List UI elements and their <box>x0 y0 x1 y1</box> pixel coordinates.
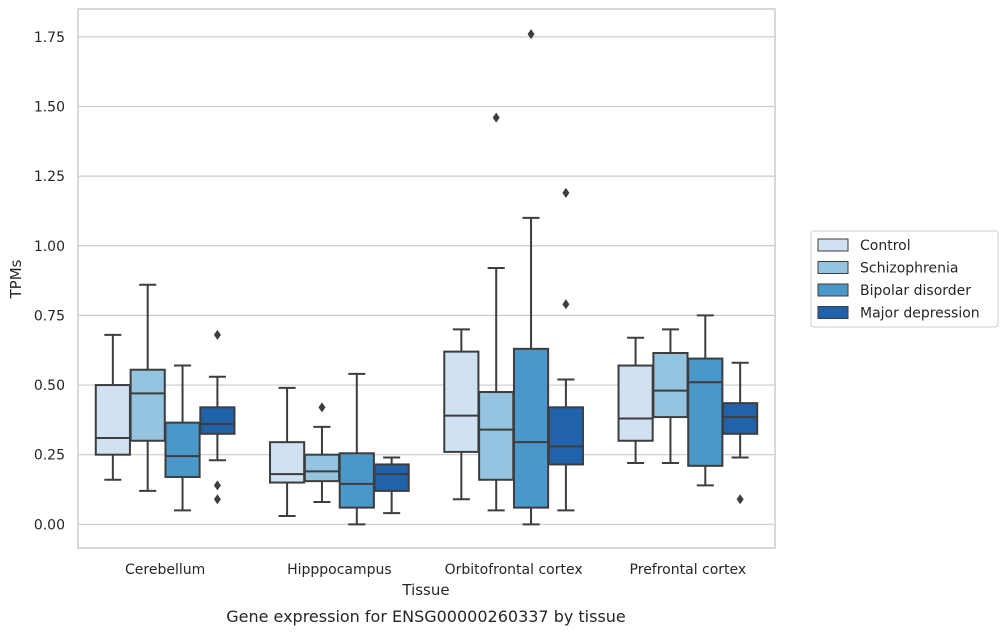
box-3-3 <box>722 361 759 505</box>
y-tick-label: 1.25 <box>34 169 65 185</box>
outlier-point <box>492 112 500 123</box>
iqr-box <box>338 452 375 509</box>
iqr-box <box>652 352 689 419</box>
outlier-point <box>562 299 570 310</box>
x-tick-labels: Cerebellum Hipppocampus Orbitofrontal cort… <box>125 562 746 578</box>
legend-item: Major depression <box>817 306 980 322</box>
y-tick-label: 0.25 <box>34 448 65 464</box>
y-tick-labels: 0.00 0.25 0.50 0.75 1.00 1.25 1.50 1.75 <box>34 30 65 533</box>
iqr-box <box>547 406 584 466</box>
x-tick-label: Prefrontal cortex <box>630 562 747 578</box>
box-0-3 <box>199 329 236 505</box>
outlier-point <box>736 494 744 505</box>
legend-swatch <box>817 306 849 319</box>
x-tick-label: Hipppocampus <box>287 562 392 578</box>
x-axis-label: Tissue <box>401 581 449 599</box>
outlier-point <box>213 494 221 505</box>
box-1-0 <box>269 386 306 517</box>
legend-item: Control <box>817 238 911 254</box>
legend-label: Schizophrenia <box>860 261 958 277</box>
y-tick-label: 1.75 <box>34 30 65 46</box>
x-tick-label: Cerebellum <box>125 562 205 578</box>
iqr-box <box>303 453 341 483</box>
iqr-box <box>617 364 654 442</box>
box-0-0 <box>94 333 131 481</box>
boxes <box>94 29 759 526</box>
box-1-3 <box>373 456 410 515</box>
plot-frame <box>77 8 776 549</box>
outlier-point <box>527 29 535 40</box>
outlier-point <box>213 329 221 340</box>
box-0-1 <box>129 283 166 492</box>
iqr-box <box>129 368 166 442</box>
iqr-box <box>478 391 515 481</box>
legend-swatch <box>817 261 849 274</box>
legend-swatch <box>817 283 849 297</box>
box-3-0 <box>617 336 654 465</box>
y-tick-label: 0.75 <box>34 308 65 324</box>
box-2-3 <box>547 187 584 512</box>
x-tick-label: Orbitofrontal cortex <box>445 562 583 578</box>
iqr-box <box>443 350 480 453</box>
legend-swatch <box>817 238 849 252</box>
box-2-0 <box>443 328 480 501</box>
outlier-point <box>213 480 221 491</box>
box-2-1 <box>478 112 515 512</box>
iqr-box <box>269 441 306 484</box>
outlier-point <box>562 187 570 198</box>
legend-label: Control <box>860 238 911 254</box>
iqr-box <box>373 463 410 492</box>
box-3-1 <box>652 328 689 465</box>
chart-title: Gene expression for ENSG00000260337 by t… <box>226 607 626 626</box>
box-1-2 <box>338 372 375 526</box>
iqr-box <box>199 406 236 435</box>
box-0-2 <box>164 364 201 512</box>
y-tick-label: 1.50 <box>34 99 65 115</box>
legend-label: Bipolar disorder <box>860 283 971 299</box>
y-tick-label: 0.50 <box>34 378 65 394</box>
legend-label: Major depression <box>860 306 980 322</box>
legend-item: Bipolar disorder <box>817 283 971 299</box>
iqr-box <box>512 347 550 509</box>
y-tick-label: 1.00 <box>34 239 65 255</box>
y-tick-label: 0.00 <box>34 517 65 533</box>
iqr-box <box>94 384 131 456</box>
legend-item: Schizophrenia <box>817 261 958 277</box>
iqr-box <box>722 402 759 435</box>
legend: Control Schizophrenia Bipolar disorder Majo… <box>810 230 999 328</box>
iqr-box <box>164 421 201 478</box>
iqr-box <box>687 357 724 467</box>
y-axis-label: TPMs <box>7 259 25 299</box>
legend-frame <box>810 230 999 328</box>
box-2-2 <box>512 29 550 526</box>
box-1-1 <box>303 402 341 504</box>
outlier-point <box>318 402 326 413</box>
box-3-2 <box>687 314 724 487</box>
